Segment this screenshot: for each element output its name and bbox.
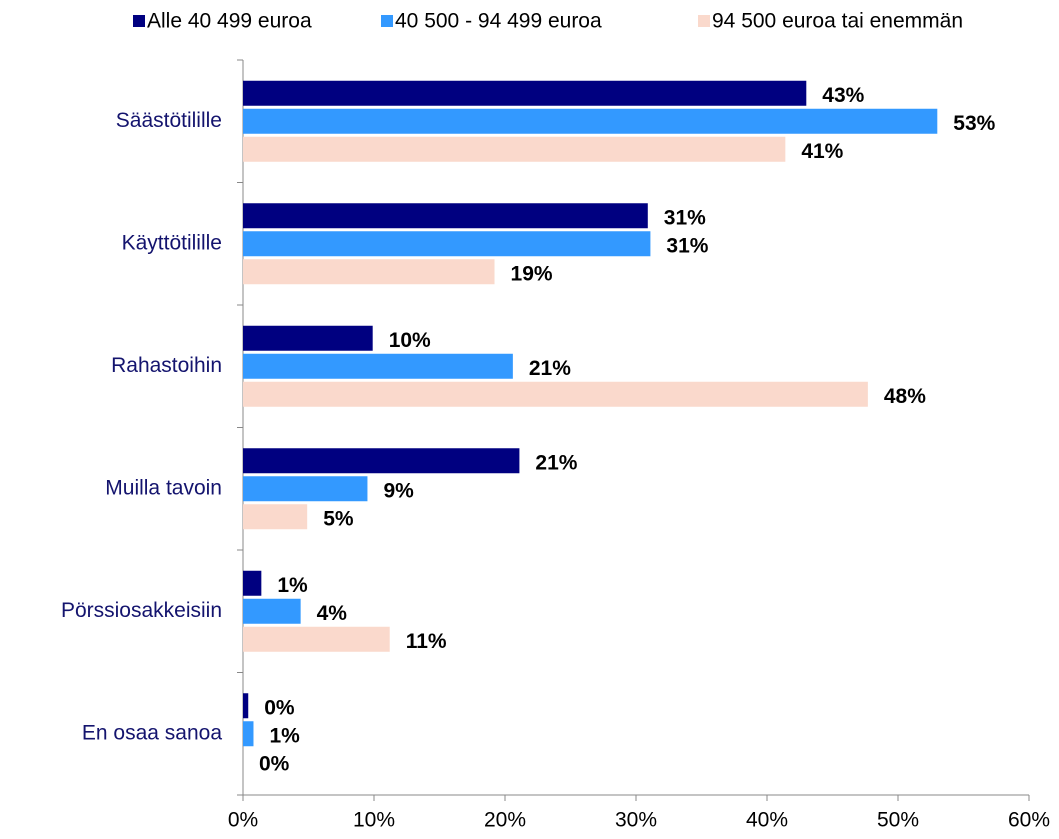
bar — [243, 721, 254, 747]
bar — [243, 80, 807, 106]
bar — [243, 108, 938, 134]
legend-swatch — [698, 15, 710, 27]
value-label: 11% — [406, 630, 447, 653]
legend-swatch — [133, 15, 145, 27]
category-label: Rahastoihin — [111, 354, 222, 377]
bar — [243, 626, 390, 652]
bar — [243, 231, 651, 257]
value-label: 4% — [317, 602, 348, 625]
value-label: 19% — [511, 262, 553, 285]
value-label: 1% — [277, 574, 308, 597]
category-label: Käyttötilille — [122, 231, 222, 254]
x-tick-label: 0% — [228, 809, 258, 832]
value-label: 31% — [664, 206, 706, 229]
bar — [243, 476, 368, 502]
x-tick-label: 50% — [877, 809, 919, 832]
x-tick-label: 40% — [746, 809, 788, 832]
category-label: Säästötilille — [116, 109, 222, 132]
value-label: 48% — [884, 385, 926, 408]
value-label: 31% — [666, 234, 708, 257]
bar — [243, 203, 648, 229]
value-label: 21% — [529, 357, 571, 380]
value-label: 5% — [323, 507, 354, 530]
bar — [243, 381, 868, 407]
legend-label: 40 500 - 94 499 euroa — [395, 10, 602, 33]
bar — [243, 570, 262, 596]
legend-swatch — [381, 15, 393, 27]
legend-label: Alle 40 499 euroa — [147, 10, 312, 33]
x-tick-label: 10% — [353, 809, 395, 832]
bar — [243, 325, 373, 351]
value-label: 0% — [264, 696, 295, 719]
value-label: 1% — [269, 724, 300, 747]
value-label: 0% — [259, 752, 290, 775]
bar — [243, 259, 495, 285]
bar — [243, 598, 301, 624]
value-label: 53% — [953, 112, 995, 135]
value-label: 10% — [389, 329, 431, 352]
bar — [243, 448, 520, 474]
category-label: Muilla tavoin — [105, 476, 222, 499]
x-tick-label: 30% — [615, 809, 657, 832]
category-label: Pörssiosakkeisiin — [61, 599, 222, 622]
value-label: 21% — [535, 451, 577, 474]
value-label: 9% — [383, 479, 414, 502]
legend-label: 94 500 euroa tai enemmän — [712, 10, 963, 33]
bar — [243, 693, 249, 719]
x-tick-label: 20% — [484, 809, 526, 832]
bar — [243, 136, 786, 162]
bar — [243, 353, 513, 379]
category-label: En osaa sanoa — [82, 721, 222, 744]
value-label: 43% — [822, 84, 864, 107]
x-tick-label: 60% — [1008, 809, 1050, 832]
value-label: 41% — [801, 140, 843, 163]
bar — [243, 504, 308, 530]
